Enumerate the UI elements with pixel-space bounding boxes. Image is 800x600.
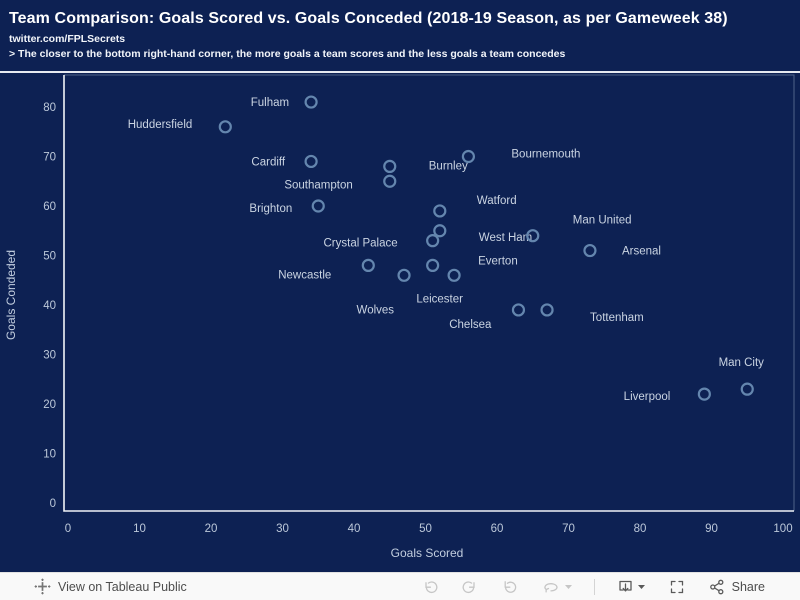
x-tick-label: 40: [348, 523, 361, 535]
x-tick-label: 50: [419, 523, 432, 535]
download-button[interactable]: [611, 576, 651, 598]
team-label: West Ham: [479, 232, 532, 244]
redo-button[interactable]: [456, 576, 484, 598]
team-label: Tottenham: [590, 312, 644, 324]
data-point[interactable]: [383, 159, 397, 174]
team-label: Wolves: [357, 304, 395, 316]
y-tick-label: 80: [43, 102, 56, 114]
data-point[interactable]: [461, 149, 475, 164]
y-tick-label: 60: [43, 201, 56, 213]
y-tick-label: 0: [50, 498, 56, 510]
download-icon: [618, 580, 632, 592]
scatter-chart[interactable]: 0 10 20 30 40 50 60 70 80 0 10 20 30 40 50 60 70 80 90 100 G…: [0, 73, 800, 572]
y-tick-label: 30: [43, 350, 56, 362]
redo-icon: [462, 580, 475, 593]
data-point[interactable]: [361, 258, 375, 272]
team-label: Brighton: [249, 203, 292, 215]
team-label: Crystal Palace: [324, 238, 398, 250]
tableau-logo-icon: [34, 578, 51, 595]
data-point[interactable]: [433, 204, 447, 218]
x-tick-label: 20: [205, 523, 218, 535]
data-point[interactable]: [540, 303, 554, 317]
team-label: Huddersfield: [128, 119, 193, 131]
team-label: Arsenal: [622, 246, 661, 258]
download-caret-icon: [637, 584, 645, 589]
x-tick-label: 0: [65, 523, 71, 535]
team-label: Liverpool: [624, 391, 671, 403]
team-label: Bournemouth: [511, 149, 580, 161]
y-axis-title: Goals Condeded: [4, 250, 18, 340]
share-label: Share: [731, 579, 765, 594]
data-point[interactable]: [304, 154, 318, 169]
team-label: Burnley: [429, 160, 468, 172]
chart-header: Team Comparison: Goals Scored vs. Goals …: [0, 0, 800, 71]
chart-region: 0 10 20 30 40 50 60 70 80 0 10 20 30 40 50 60 70 80 90 100 G…: [0, 73, 800, 572]
team-label: Fulham: [251, 97, 289, 109]
team-label: Everton: [478, 255, 518, 267]
data-point[interactable]: [426, 234, 440, 248]
x-tick-label: 90: [705, 523, 718, 535]
fullscreen-icon: [670, 580, 683, 593]
data-point[interactable]: [304, 95, 318, 109]
x-tick-label: 100: [773, 523, 792, 535]
data-point[interactable]: [433, 224, 447, 238]
team-label: Cardiff: [251, 156, 285, 168]
toolbar-separator: [593, 578, 595, 595]
data-point[interactable]: [397, 268, 411, 282]
share-icon: [709, 579, 724, 594]
data-point[interactable]: [740, 382, 754, 396]
share-button[interactable]: Share: [703, 576, 770, 598]
refresh-icon: [543, 582, 558, 593]
x-tick-label: 60: [491, 523, 504, 535]
team-label: Leicester: [416, 293, 463, 305]
x-tick-label: 70: [562, 523, 575, 535]
y-tick-label: 10: [43, 449, 56, 461]
fullscreen-button[interactable]: [663, 576, 691, 598]
plot-border: [64, 74, 795, 511]
view-on-tableau-link[interactable]: View on Tableau Public: [34, 578, 187, 595]
undo-button[interactable]: [416, 576, 444, 598]
team-label: Man City: [719, 357, 765, 369]
team-label: Southampton: [284, 179, 352, 191]
reset-button[interactable]: [496, 576, 524, 598]
data-point[interactable]: [526, 229, 540, 243]
data-point[interactable]: [697, 387, 711, 401]
tableau-toolbar: View on Tableau Public: [0, 572, 800, 600]
data-point[interactable]: [218, 120, 232, 134]
x-tick-label: 10: [133, 523, 146, 535]
chart-subtitle: twitter.com/FPLSecrets: [9, 33, 126, 45]
y-tick-label: 50: [43, 251, 56, 263]
toolbar-actions: Share: [416, 576, 770, 598]
data-point[interactable]: [447, 268, 461, 282]
chart-caption: > The closer to the bottom right-hand co…: [9, 48, 566, 60]
data-point[interactable]: [511, 303, 526, 317]
data-point[interactable]: [583, 243, 597, 258]
x-axis-title: Goals Scored: [391, 546, 464, 560]
view-on-tableau-label: View on Tableau Public: [58, 579, 187, 594]
y-tick-label: 70: [43, 152, 56, 164]
data-point[interactable]: [426, 258, 440, 272]
team-label: Newcastle: [278, 269, 331, 281]
reset-icon: [504, 580, 516, 593]
y-tick-label: 40: [43, 300, 56, 312]
data-point[interactable]: [311, 199, 325, 213]
refresh-caret-icon: [564, 584, 572, 589]
data-point[interactable]: [383, 174, 397, 188]
x-tick-label: 80: [634, 523, 647, 535]
refresh-button[interactable]: [536, 576, 578, 598]
team-label: Watford: [477, 195, 517, 207]
team-label: Chelsea: [449, 319, 492, 331]
undo-icon: [424, 580, 438, 593]
header-divider: [0, 71, 800, 73]
team-label: Man United: [573, 215, 632, 227]
chart-title: Team Comparison: Goals Scored vs. Goals …: [9, 10, 728, 27]
y-tick-label: 20: [43, 399, 56, 411]
x-tick-label: 30: [276, 523, 289, 535]
axis-rulers: [63, 75, 794, 512]
